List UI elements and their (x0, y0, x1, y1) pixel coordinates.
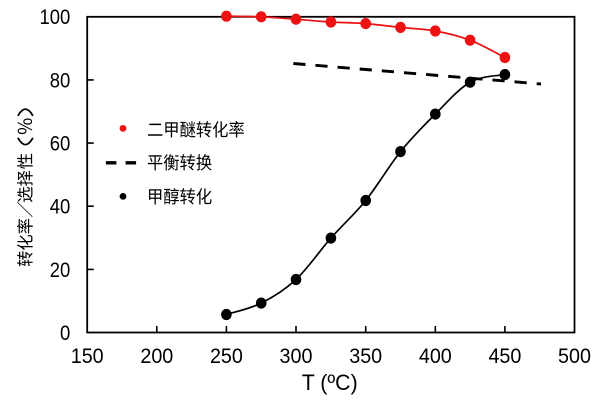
svg-text:0: 0 (60, 322, 70, 345)
svg-text:400: 400 (419, 345, 452, 368)
svg-text:40: 40 (50, 196, 71, 219)
svg-text:80: 80 (50, 69, 71, 92)
svg-text:300: 300 (280, 345, 313, 368)
svg-text:500: 500 (558, 345, 591, 368)
svg-text:100: 100 (39, 6, 70, 29)
svg-text:250: 250 (210, 345, 243, 368)
svg-text:350: 350 (349, 345, 382, 368)
svg-text:200: 200 (140, 345, 173, 368)
svg-text:20: 20 (50, 259, 71, 282)
svg-text:60: 60 (50, 132, 71, 155)
svg-text:T (ºC): T (ºC) (302, 369, 358, 394)
svg-text:150: 150 (71, 345, 104, 368)
svg-text:450: 450 (488, 345, 521, 368)
